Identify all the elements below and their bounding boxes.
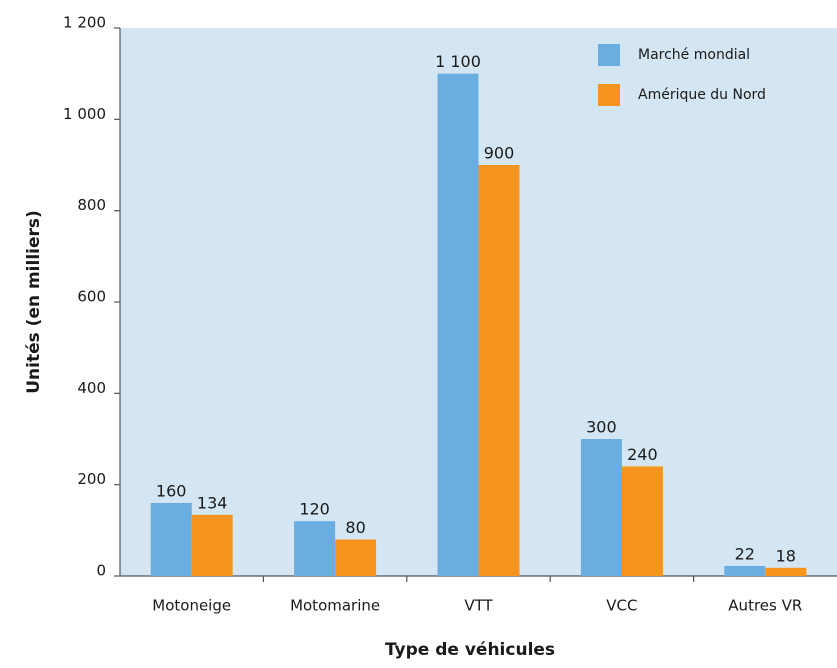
value-label: 80 — [345, 518, 365, 537]
y-tick-label: 400 — [77, 379, 106, 397]
value-label: 134 — [197, 493, 228, 512]
bar — [724, 565, 766, 576]
bar — [335, 539, 377, 576]
bar — [294, 521, 336, 576]
y-tick-label: 800 — [77, 196, 106, 214]
value-label: 240 — [627, 445, 658, 464]
value-label: 22 — [735, 544, 755, 563]
bar — [621, 466, 663, 576]
bar — [437, 73, 479, 577]
value-label: 1 100 — [435, 52, 481, 71]
y-axis-label: Unités (en milliers) — [24, 210, 44, 394]
x-tick-label: Motoneige — [152, 597, 231, 615]
y-tick-label: 1 000 — [63, 105, 106, 123]
value-label: 300 — [586, 418, 617, 437]
bar — [765, 567, 807, 576]
x-axis-label: Type de véhicules — [385, 640, 555, 660]
legend-label: Amérique du Nord — [638, 87, 766, 103]
legend-swatch — [598, 84, 620, 106]
legend-swatch — [598, 44, 620, 66]
value-label: 120 — [299, 500, 330, 519]
x-tick-label: VTT — [464, 597, 493, 615]
x-tick-label: VCC — [606, 597, 637, 615]
x-tick-label: Motomarine — [290, 597, 380, 615]
y-tick-label: 0 — [96, 562, 106, 580]
y-tick-label: 600 — [77, 288, 106, 306]
value-label: 900 — [484, 144, 515, 163]
value-label: 18 — [776, 546, 796, 565]
y-tick-label: 200 — [77, 470, 106, 488]
x-tick-label: Autres VR — [728, 597, 802, 615]
bar — [478, 165, 520, 576]
bar — [191, 514, 233, 576]
bar — [150, 502, 192, 576]
y-tick-label: 1 200 — [63, 14, 106, 32]
legend-label: Marché mondial — [638, 47, 750, 63]
value-label: 160 — [156, 481, 187, 500]
bar — [580, 439, 622, 576]
